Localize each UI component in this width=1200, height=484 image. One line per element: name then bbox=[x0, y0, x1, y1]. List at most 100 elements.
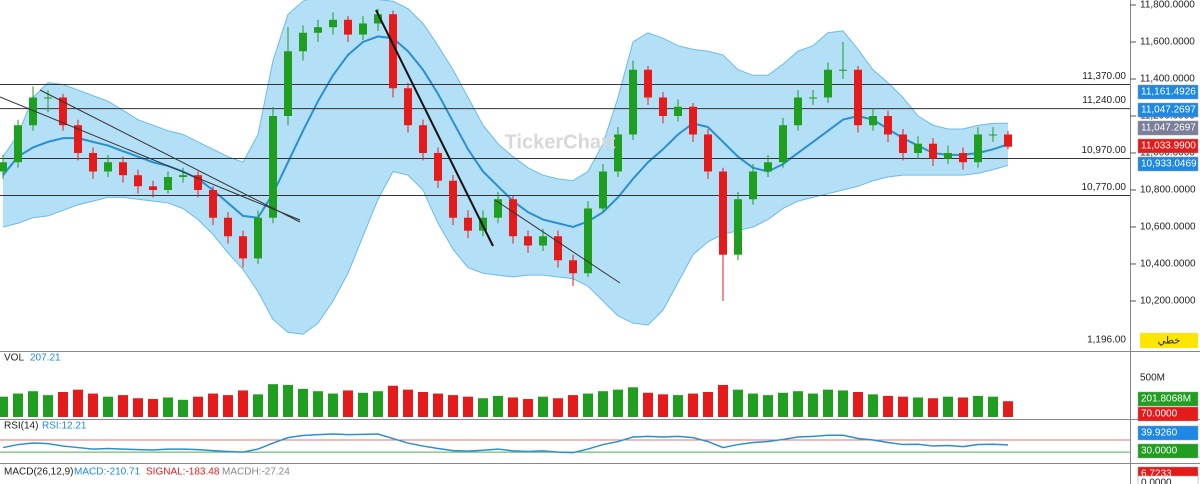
volume-bar bbox=[388, 385, 398, 417]
candle-body bbox=[284, 51, 292, 116]
volume-bar bbox=[598, 391, 608, 417]
band-upper bbox=[2, 0, 1009, 182]
candle-body bbox=[89, 152, 97, 172]
candle-body bbox=[809, 97, 817, 99]
candle-body bbox=[359, 23, 367, 35]
price-badge bbox=[1137, 102, 1199, 118]
candle-body bbox=[0, 162, 7, 172]
candle-body bbox=[899, 134, 907, 153]
volume-bar bbox=[1003, 401, 1013, 417]
level-label: 11,370.00 bbox=[1082, 71, 1126, 82]
price-badge bbox=[1137, 120, 1199, 136]
volume-bar bbox=[433, 393, 443, 417]
volume-bar bbox=[133, 398, 143, 417]
volume-bar bbox=[73, 389, 83, 417]
volume-bar bbox=[358, 392, 368, 417]
price-badge-label: 30.0000 bbox=[1141, 446, 1178, 457]
volume-bar bbox=[763, 395, 773, 417]
volume-bar bbox=[208, 393, 218, 417]
candle-body bbox=[839, 69, 847, 71]
price-badge-label: 0.0000 bbox=[1141, 478, 1172, 484]
volume-bar bbox=[643, 392, 653, 417]
volume-bar bbox=[973, 395, 983, 417]
candle-body bbox=[269, 115, 277, 218]
line-type-button[interactable] bbox=[1140, 333, 1198, 348]
volume-bar bbox=[463, 396, 473, 417]
candle-body bbox=[1004, 134, 1012, 147]
y-tick-label: 11,400.0000 bbox=[1140, 74, 1195, 85]
volume-bar bbox=[148, 399, 158, 417]
volume-bar bbox=[838, 390, 848, 417]
panel-title: VOL bbox=[4, 353, 24, 364]
volume-bar bbox=[493, 395, 503, 417]
volume-bar bbox=[43, 395, 53, 417]
volume-bar bbox=[88, 393, 98, 417]
volume-bar bbox=[163, 397, 173, 417]
volume-bar bbox=[673, 395, 683, 417]
line-type-label[interactable]: خطي bbox=[1158, 336, 1181, 347]
candle-body bbox=[14, 125, 22, 163]
candle-body bbox=[959, 152, 967, 163]
price-badge bbox=[1137, 138, 1199, 154]
volume-bar bbox=[808, 393, 818, 417]
volume-bar bbox=[448, 395, 458, 417]
candle-body bbox=[914, 143, 922, 153]
volume-bar bbox=[928, 398, 938, 417]
volume-bar bbox=[103, 396, 113, 417]
candle-body bbox=[224, 217, 232, 237]
panel-value: 207.21 bbox=[30, 353, 61, 364]
volume-bar bbox=[688, 393, 698, 417]
candle-body bbox=[794, 97, 802, 126]
volume-bar bbox=[883, 395, 893, 417]
volume-bar bbox=[823, 389, 833, 417]
candle-body bbox=[299, 32, 307, 52]
level-label: 11,240.00 bbox=[1082, 95, 1126, 106]
volume-bar bbox=[538, 396, 548, 417]
watermark: TickerChart bbox=[505, 131, 616, 153]
candle-body bbox=[434, 152, 442, 181]
volume-bar bbox=[373, 391, 383, 417]
candle-body bbox=[344, 19, 352, 35]
panel-title: RSI(14) bbox=[4, 421, 38, 432]
price-badge-label: 10,933.0469 bbox=[1141, 159, 1197, 170]
candle-body bbox=[329, 19, 337, 28]
volume-bar bbox=[283, 384, 293, 417]
candle-body bbox=[749, 171, 757, 200]
volume-bar bbox=[238, 390, 248, 417]
price-badge-label: 39.9260 bbox=[1141, 428, 1178, 439]
price-badge bbox=[1137, 425, 1199, 441]
volume-bar bbox=[553, 398, 563, 417]
candle-body bbox=[689, 106, 697, 135]
y-tick-label: 11,600.0000 bbox=[1140, 37, 1195, 48]
panel-value: MACDH:-27.24 bbox=[222, 467, 290, 478]
volume-bar bbox=[28, 391, 38, 417]
candle-body bbox=[614, 134, 622, 172]
candle-body bbox=[659, 97, 667, 116]
price-badge-label: 201.8068M bbox=[1141, 394, 1191, 405]
candle-body bbox=[449, 180, 457, 218]
y-tick-label: 11,800.0000 bbox=[1140, 0, 1195, 11]
candle-body bbox=[539, 236, 547, 246]
candle-body bbox=[779, 125, 787, 163]
y-tick-label: 500M bbox=[1140, 373, 1165, 384]
volume-bar bbox=[853, 392, 863, 417]
candle-body bbox=[764, 162, 772, 172]
volume-bar bbox=[478, 398, 488, 417]
candle-body bbox=[104, 162, 112, 172]
volume-bar bbox=[328, 393, 338, 417]
price-badge bbox=[1137, 443, 1199, 459]
candle-body bbox=[629, 69, 637, 135]
candle-body bbox=[239, 236, 247, 259]
price-badge bbox=[1137, 156, 1199, 172]
candle-body bbox=[149, 186, 157, 190]
volume-bar bbox=[313, 391, 323, 417]
volume-bar bbox=[223, 395, 233, 417]
candle-body bbox=[584, 208, 592, 274]
candle-body bbox=[74, 125, 82, 153]
candle-body bbox=[869, 115, 877, 126]
panel-value: SIGNAL:-183.48 bbox=[146, 467, 220, 478]
volume-bar bbox=[733, 389, 743, 417]
candle-body bbox=[824, 69, 832, 98]
volume-bar bbox=[583, 393, 593, 417]
volume-bar bbox=[718, 384, 728, 417]
